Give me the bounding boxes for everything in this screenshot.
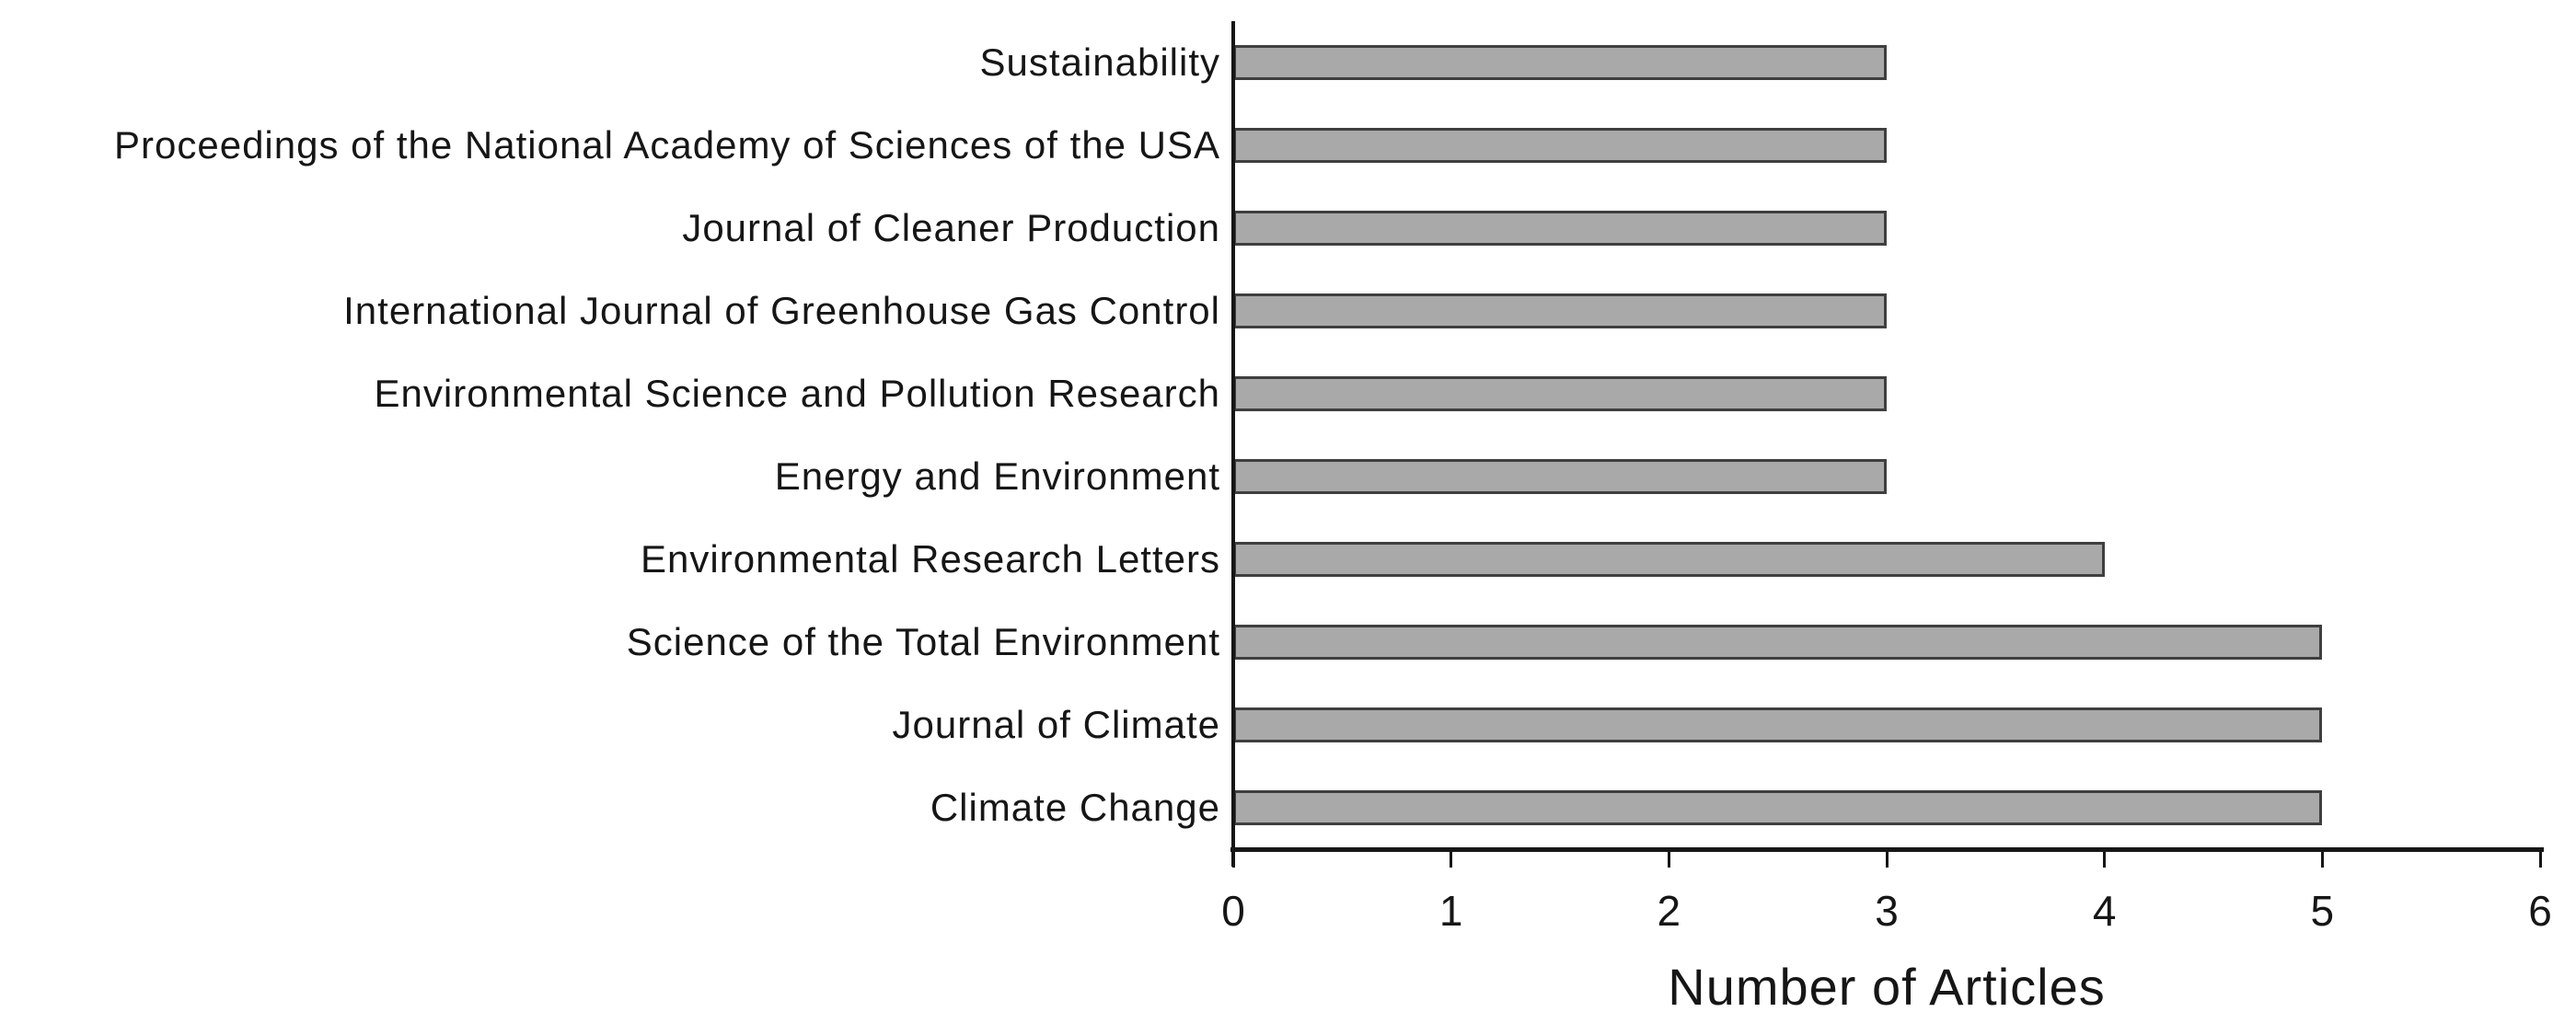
- bar-row: [1233, 104, 2540, 187]
- x-tick-label: 1: [1438, 887, 1463, 935]
- category-label: Environmental Research Letters: [641, 537, 1220, 581]
- y-axis-line: [1231, 21, 1235, 867]
- x-tick-label: 4: [2092, 887, 2117, 935]
- category-label: Sustainability: [979, 40, 1220, 84]
- bar: [1233, 625, 2323, 660]
- x-tick-mark: [1667, 852, 1670, 868]
- x-tick-label: 5: [2310, 887, 2335, 935]
- bar: [1233, 211, 1887, 246]
- bar-row: [1233, 684, 2540, 766]
- category-label: Energy and Environment: [774, 454, 1220, 498]
- x-axis-line: [1230, 847, 2544, 852]
- bar-row: [1233, 352, 2540, 435]
- category-label: Science of the Total Environment: [626, 620, 1220, 663]
- bar: [1233, 293, 1887, 328]
- x-tick-label: 0: [1221, 887, 1245, 935]
- bar: [1233, 459, 1887, 494]
- x-tick-label: 3: [1875, 887, 1899, 935]
- x-tick-mark: [2538, 852, 2542, 868]
- bar: [1233, 376, 1887, 411]
- x-axis-title: Number of Articles: [1668, 958, 2106, 1016]
- bar: [1233, 542, 2105, 577]
- plot-area: [1233, 21, 2540, 849]
- x-tick-label: 2: [1657, 887, 1681, 935]
- bar-row: [1233, 518, 2540, 601]
- bar: [1233, 45, 1887, 80]
- category-label: Journal of Climate: [892, 703, 1220, 746]
- bar-row: [1233, 601, 2540, 684]
- bar-row: [1233, 766, 2540, 849]
- bar: [1233, 707, 2323, 742]
- category-label: Climate Change: [930, 786, 1220, 829]
- bar-row: [1233, 435, 2540, 518]
- bar: [1233, 790, 2323, 825]
- x-ticks: 0 1 2 3 4 5 6: [1221, 849, 2552, 960]
- x-tick-mark: [1231, 852, 1235, 868]
- bar-row: [1233, 187, 2540, 270]
- category-label: Proceedings of the National Academy of S…: [114, 123, 1220, 167]
- x-tick-mark: [2103, 852, 2107, 868]
- x-tick-label: 6: [2528, 887, 2552, 935]
- category-label: Journal of Cleaner Production: [682, 206, 1220, 249]
- bar-row: [1233, 21, 2540, 104]
- category-label: Environmental Science and Pollution Rese…: [374, 372, 1220, 415]
- category-label: International Journal of Greenhouse Gas …: [343, 289, 1220, 332]
- bar-row: [1233, 270, 2540, 352]
- x-tick-mark: [1885, 852, 1889, 868]
- x-tick-mark: [1450, 852, 1453, 868]
- bar: [1233, 128, 1887, 163]
- category-labels: Sustainability Proceedings of the Nationa…: [0, 21, 1220, 849]
- x-tick-mark: [2320, 852, 2324, 868]
